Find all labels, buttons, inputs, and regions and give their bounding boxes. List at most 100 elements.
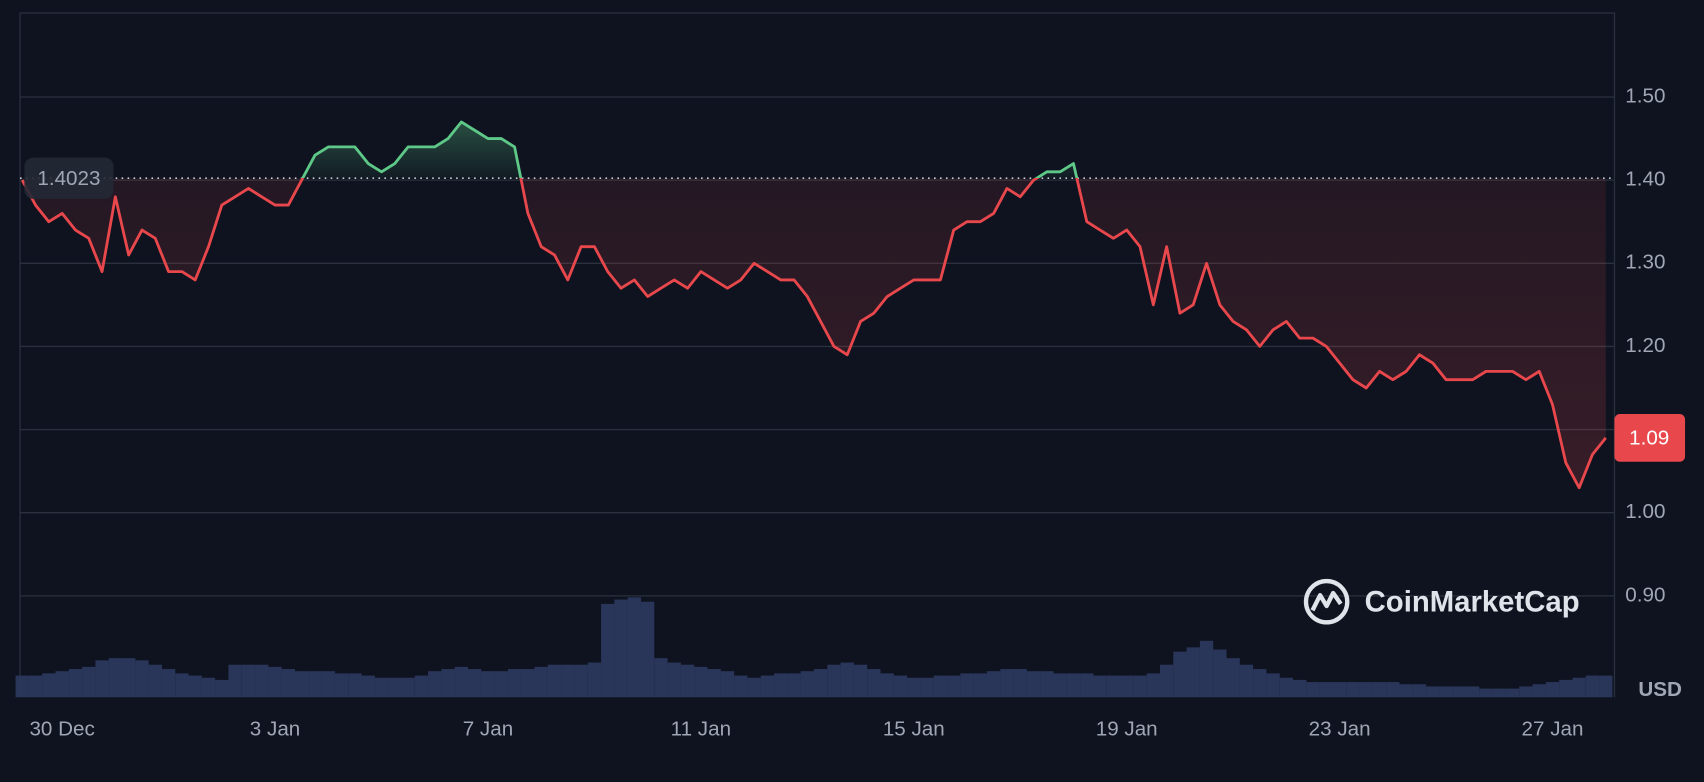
volume-bar [933, 675, 948, 698]
volume-bar [1399, 684, 1413, 698]
volume-bar [1279, 677, 1294, 698]
volume-bar [82, 666, 96, 698]
y-tick-label: 1.30 [1625, 251, 1665, 274]
volume-bar [986, 671, 1001, 698]
volume-bar [893, 675, 908, 698]
volume-bar [947, 675, 961, 698]
watermark-logo-mark [1310, 590, 1343, 612]
volume-bar [388, 677, 402, 698]
volume-bar [1053, 673, 1067, 698]
volume-bar [787, 673, 801, 698]
x-tick-label: 19 Jan [1096, 717, 1158, 740]
volume-bar [401, 677, 415, 698]
currency-label: USD [1638, 678, 1682, 701]
volume-bar [454, 666, 469, 698]
volume-bar [15, 675, 29, 698]
volume-bar [268, 666, 282, 698]
volume-bar [707, 669, 721, 698]
volume-bar [161, 669, 176, 698]
volume-bar [295, 671, 309, 698]
volume-bar [28, 675, 43, 698]
volume-bar [1040, 671, 1054, 698]
volume-bar [441, 669, 455, 698]
volume-bar [175, 673, 189, 698]
volume-bar [1306, 682, 1320, 698]
volume-bar [574, 664, 588, 698]
volume-bar [1319, 682, 1333, 698]
volume-bar [1332, 682, 1347, 698]
volume-bar [1452, 686, 1467, 698]
volume-bar [1199, 640, 1214, 698]
volume-bar [1213, 649, 1227, 698]
volume-bar [122, 658, 136, 698]
volume-bar [561, 664, 575, 698]
price-area [22, 121, 1606, 488]
x-tick-label: 7 Jan [463, 717, 513, 740]
volume-bar [587, 662, 602, 698]
volume-bar [813, 669, 828, 698]
volume-bar [68, 669, 83, 698]
volume-bar [1013, 669, 1027, 698]
volume-bar [108, 658, 123, 698]
volume-bar [973, 673, 987, 698]
volume-bar [880, 673, 894, 698]
volume-bar [215, 679, 229, 698]
volume-bar [1372, 682, 1387, 698]
volume-bar [428, 671, 442, 698]
reference-label: 1.4023 [37, 167, 100, 190]
volume-bar [1559, 679, 1573, 698]
price-line [20, 120, 1607, 490]
watermark-logo [1303, 578, 1350, 625]
volume-bar [640, 601, 655, 698]
volume-bar [1519, 686, 1533, 698]
volume-bar [907, 677, 921, 698]
volume-bar [853, 664, 868, 698]
volume-bar [374, 677, 389, 698]
volume-bar [281, 669, 296, 698]
volume-bar [507, 669, 522, 698]
x-tick-label: 23 Jan [1309, 717, 1371, 740]
volume-bar [348, 673, 362, 698]
volume-bar [1386, 682, 1400, 698]
volume-bar [308, 671, 322, 698]
x-tick-label: 3 Jan [250, 717, 300, 740]
volume-bar [1106, 675, 1121, 698]
volume-bar [774, 673, 788, 698]
volume-bar [494, 671, 508, 698]
volume-bar [521, 669, 535, 698]
volume-bar [1186, 647, 1200, 698]
volume-bar [667, 662, 681, 698]
plot-border [19, 12, 1616, 698]
volume-bar [1585, 675, 1600, 698]
volume-bar [920, 677, 934, 698]
volume-bar [241, 664, 256, 698]
current-price-box [1614, 413, 1686, 462]
volume-bar [188, 675, 202, 698]
volume-bar [747, 677, 761, 698]
volume-bar [1599, 675, 1613, 698]
volume-bar [1239, 664, 1254, 698]
volume-bar [255, 664, 269, 698]
volume-bar [827, 664, 841, 698]
volume-bar [1346, 682, 1360, 698]
x-tick-label: 15 Jan [883, 717, 945, 740]
reference-label-box [24, 157, 114, 199]
volume-bar [1505, 688, 1520, 698]
volume-bar [1026, 671, 1041, 698]
volume-bar [1080, 673, 1094, 698]
volume-bar [468, 669, 482, 698]
volume-bar [1293, 679, 1307, 698]
volume-bar [1146, 673, 1160, 698]
volume-bar [1000, 669, 1014, 698]
volume-bar [1093, 675, 1107, 698]
volume-bar [321, 671, 335, 698]
volume-bar [534, 666, 548, 698]
volume-bar [361, 675, 375, 698]
x-tick-label: 11 Jan [671, 717, 731, 740]
volume-bar [1226, 658, 1240, 698]
y-tick-label: 1.00 [1625, 500, 1665, 523]
watermark: CoinMarketCap [1303, 578, 1580, 625]
volume-bar [680, 664, 695, 698]
